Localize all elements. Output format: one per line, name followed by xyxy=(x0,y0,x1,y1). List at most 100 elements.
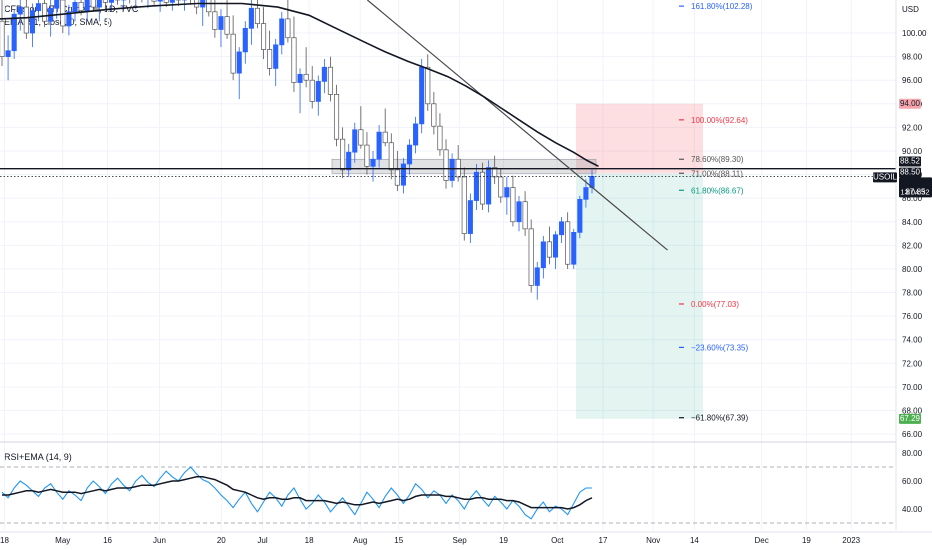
candle-body xyxy=(248,7,254,29)
y-tick-label: 86.00 xyxy=(902,194,923,203)
candle-body xyxy=(388,142,394,171)
candle-body xyxy=(5,50,11,57)
x-tick-label: 20 xyxy=(217,536,226,545)
candle-body xyxy=(419,66,425,125)
candle-body xyxy=(303,73,309,81)
overlay-lines xyxy=(0,0,896,251)
candle-body xyxy=(273,44,279,69)
candle-body xyxy=(224,16,230,35)
y-tick-label: 72.00 xyxy=(902,359,923,368)
x-tick-label: 16 xyxy=(103,536,112,545)
x-tick-label: Dec xyxy=(754,536,768,545)
candle-body xyxy=(346,151,352,171)
candle-body xyxy=(504,187,510,198)
candle-body xyxy=(559,221,565,236)
y-tick-label: 66.00 xyxy=(902,430,923,439)
candle-body xyxy=(218,16,224,30)
candle-body xyxy=(11,13,17,52)
ema-line xyxy=(0,2,599,168)
candle-body xyxy=(486,167,492,205)
candle-body xyxy=(400,163,406,186)
fib-label: 71.00%(88.11) xyxy=(691,169,743,178)
y-tick-label: 76.00 xyxy=(902,312,923,321)
candle-body xyxy=(29,10,35,34)
candle-body xyxy=(279,18,285,46)
x-tick-label: Nov xyxy=(646,536,660,545)
symbol-badge: USOIL xyxy=(873,172,898,181)
y-tick-label: 68.00 xyxy=(902,407,923,416)
x-tick-label: May xyxy=(55,536,70,545)
y-tick-label: 82.00 xyxy=(902,241,923,250)
candle-body xyxy=(260,23,267,50)
grid xyxy=(0,0,932,530)
last-price-badge-bg xyxy=(899,177,932,198)
rsi-y-tick-label: 80.00 xyxy=(902,449,923,458)
x-tick-label: 2023 xyxy=(842,536,860,545)
candle-body xyxy=(108,0,115,3)
candle-body xyxy=(540,241,546,269)
candle-body xyxy=(163,0,169,3)
fib-label: 78.60%(89.30) xyxy=(691,155,744,164)
candle-body xyxy=(437,125,443,151)
x-tick-label: 19 xyxy=(802,536,811,545)
candle-body xyxy=(72,2,78,13)
y-tick-label: 98.00 xyxy=(902,53,923,62)
level2-badge: 88.50 xyxy=(900,168,921,177)
y-tick-label: 92.00 xyxy=(902,123,923,132)
candle-body xyxy=(577,199,583,233)
x-tick-label: Jul xyxy=(257,536,267,545)
candle-body xyxy=(492,167,498,178)
y-tick-label: 74.00 xyxy=(902,336,923,345)
candle-body xyxy=(571,232,577,265)
x-tick-label: 14 xyxy=(690,536,699,545)
candle-body xyxy=(370,158,376,167)
candle-body xyxy=(84,0,90,11)
candle-body xyxy=(42,3,48,22)
candle-body xyxy=(431,103,437,127)
candle-body xyxy=(406,144,413,165)
candle-body xyxy=(498,176,504,198)
target-badge-bg xyxy=(899,98,921,109)
candle-body xyxy=(583,187,589,200)
candle-body xyxy=(516,201,522,223)
candle-body xyxy=(236,51,242,74)
candle-body xyxy=(382,131,388,144)
x-tick-label: Jun xyxy=(153,536,166,545)
candle-body xyxy=(333,94,340,140)
fib-label: 100.00%(92.64) xyxy=(691,116,748,125)
stop-badge: 67.29 xyxy=(900,414,921,423)
candle-body xyxy=(510,187,516,223)
candle-body xyxy=(157,0,163,2)
fib-label: 0.00%(77.03) xyxy=(691,300,739,309)
y-tick-label: 80.00 xyxy=(902,265,923,274)
candle-body xyxy=(565,221,571,265)
x-tick-label: Aug xyxy=(353,536,367,545)
candle-body xyxy=(340,138,346,171)
rsi-ema-line xyxy=(2,476,593,510)
x-tick-label: 15 xyxy=(394,536,403,545)
candle-body xyxy=(230,33,236,74)
candle-body xyxy=(96,0,102,8)
x-tick-label: 18 xyxy=(0,536,9,545)
candlestick-series xyxy=(0,0,595,300)
x-tick-label: Oct xyxy=(551,536,564,545)
fib-label: −23.60%(73.35) xyxy=(691,343,748,352)
candle-body xyxy=(394,169,400,186)
stop-badge-bg xyxy=(899,413,921,424)
candle-body xyxy=(0,20,5,57)
candle-body xyxy=(291,37,297,83)
x-tick-label: 17 xyxy=(599,536,608,545)
candle-body xyxy=(169,0,175,3)
target-badge: 94.00 xyxy=(900,99,921,108)
fib-levels: 161.80%(102.28) 100.00%(92.64) 78.60%(89.3… xyxy=(679,2,753,423)
rsi-y-tick-label: 40.00 xyxy=(902,505,923,514)
candle-body xyxy=(327,66,334,95)
candle-body xyxy=(35,3,42,11)
chart-title: CFDs on WTI Crude Oil, 1D, TVC xyxy=(4,4,139,14)
candle-body xyxy=(285,18,291,39)
candle-body xyxy=(473,171,479,201)
candle-body xyxy=(60,0,66,27)
y-tick-label: 90.00 xyxy=(902,147,923,156)
